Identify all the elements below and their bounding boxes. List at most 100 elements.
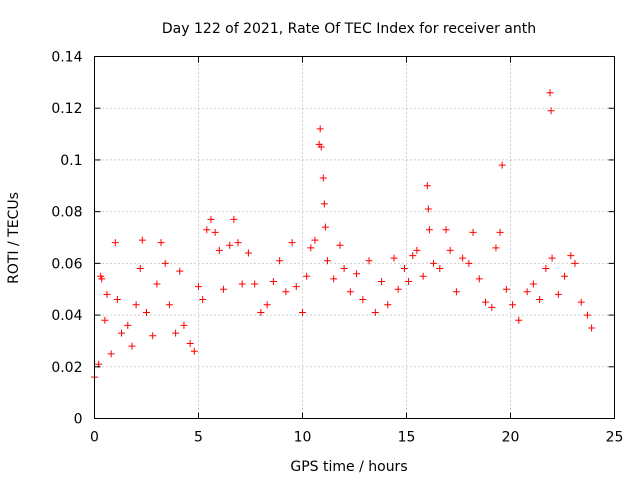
y-tick-label: 0.02 [51, 360, 82, 376]
data-point [176, 267, 184, 275]
data-point [394, 285, 402, 293]
data-point [103, 290, 111, 298]
data-point [561, 272, 569, 280]
axis-ticks: 0 0.02 0.04 0.06 0.08 0.1 0.12 0.14 0 5 10 15 20 25 [51, 50, 623, 446]
chart-title: Day 122 of 2021, Rate Of TEC Index for r… [162, 21, 536, 37]
plot-frame [94, 56, 615, 419]
data-point [320, 200, 328, 208]
data-point [496, 228, 504, 236]
data-point [359, 296, 367, 304]
data-point [340, 265, 348, 273]
data-point [161, 259, 169, 267]
data-point [502, 285, 510, 293]
x-tick-label: 0 [90, 430, 99, 446]
y-axis-title: ROTI / TECUs [6, 192, 22, 284]
data-point [400, 265, 408, 273]
data-point [107, 350, 115, 358]
x-tick-label: 10 [294, 430, 312, 446]
data-point [498, 161, 506, 169]
data-point [153, 280, 161, 288]
data-point [303, 272, 311, 280]
data-point [207, 215, 215, 223]
data-point [321, 223, 329, 231]
data-point [186, 340, 194, 348]
data-point [323, 257, 331, 265]
data-point [257, 308, 265, 316]
y-tick-label: 0.04 [51, 308, 82, 324]
data-point [465, 259, 473, 267]
data-point [419, 272, 427, 280]
data-point [529, 280, 537, 288]
data-point [536, 296, 544, 304]
data-point [98, 275, 106, 283]
data-point [226, 241, 234, 249]
data-point [263, 301, 271, 309]
data-point [523, 288, 531, 296]
data-point [588, 324, 596, 332]
data-point [577, 298, 585, 306]
data-point [515, 316, 523, 324]
data-point [234, 239, 242, 247]
data-point [203, 226, 211, 234]
data-point [442, 226, 450, 234]
data-point [425, 226, 433, 234]
data-point [118, 329, 126, 337]
data-point [409, 252, 417, 260]
data-point [482, 298, 490, 306]
data-point [282, 288, 290, 296]
data-point [413, 246, 421, 254]
y-tick-label: 0.06 [51, 256, 82, 272]
data-point [336, 241, 344, 249]
data-point [288, 239, 296, 247]
data-point [101, 316, 109, 324]
y-tick-label: 0.12 [51, 101, 82, 117]
data-point [317, 143, 325, 151]
data-point [276, 257, 284, 265]
data-point [136, 265, 144, 273]
data-point [488, 303, 496, 311]
data-point [219, 285, 227, 293]
data-point [436, 265, 444, 273]
data-point [172, 329, 180, 337]
data-point [319, 174, 327, 182]
data-point [330, 275, 338, 283]
data-point [371, 308, 379, 316]
data-point [165, 301, 173, 309]
data-point [316, 125, 324, 133]
data-point [157, 239, 165, 247]
data-point [554, 290, 562, 298]
y-tick-label: 0.14 [51, 50, 82, 66]
data-point [132, 301, 140, 309]
y-tick-label: 0.1 [60, 153, 82, 169]
data-point [230, 215, 238, 223]
data-point [567, 252, 575, 260]
data-point [195, 283, 202, 291]
data-point [199, 296, 207, 304]
y-tick-label: 0.08 [51, 205, 82, 221]
data-point [346, 288, 354, 296]
data-point [365, 257, 373, 265]
x-tick-label: 25 [606, 430, 624, 446]
data-point [547, 107, 555, 115]
data-point [384, 301, 392, 309]
data-point [452, 288, 460, 296]
data-point [251, 280, 259, 288]
data-point [211, 228, 219, 236]
data-point [238, 280, 246, 288]
data-point [542, 265, 550, 273]
data-point [269, 277, 277, 285]
data-point [190, 347, 198, 355]
data-point [244, 249, 252, 257]
data-points [91, 89, 596, 381]
y-tick-label: 0 [74, 412, 83, 428]
data-point [548, 254, 556, 262]
data-point [307, 244, 315, 252]
data-point [292, 283, 300, 291]
data-point [143, 308, 150, 316]
data-point [111, 239, 119, 247]
grid-lines [94, 56, 615, 419]
data-point [378, 277, 386, 285]
data-point [138, 236, 146, 244]
data-point [124, 321, 132, 329]
